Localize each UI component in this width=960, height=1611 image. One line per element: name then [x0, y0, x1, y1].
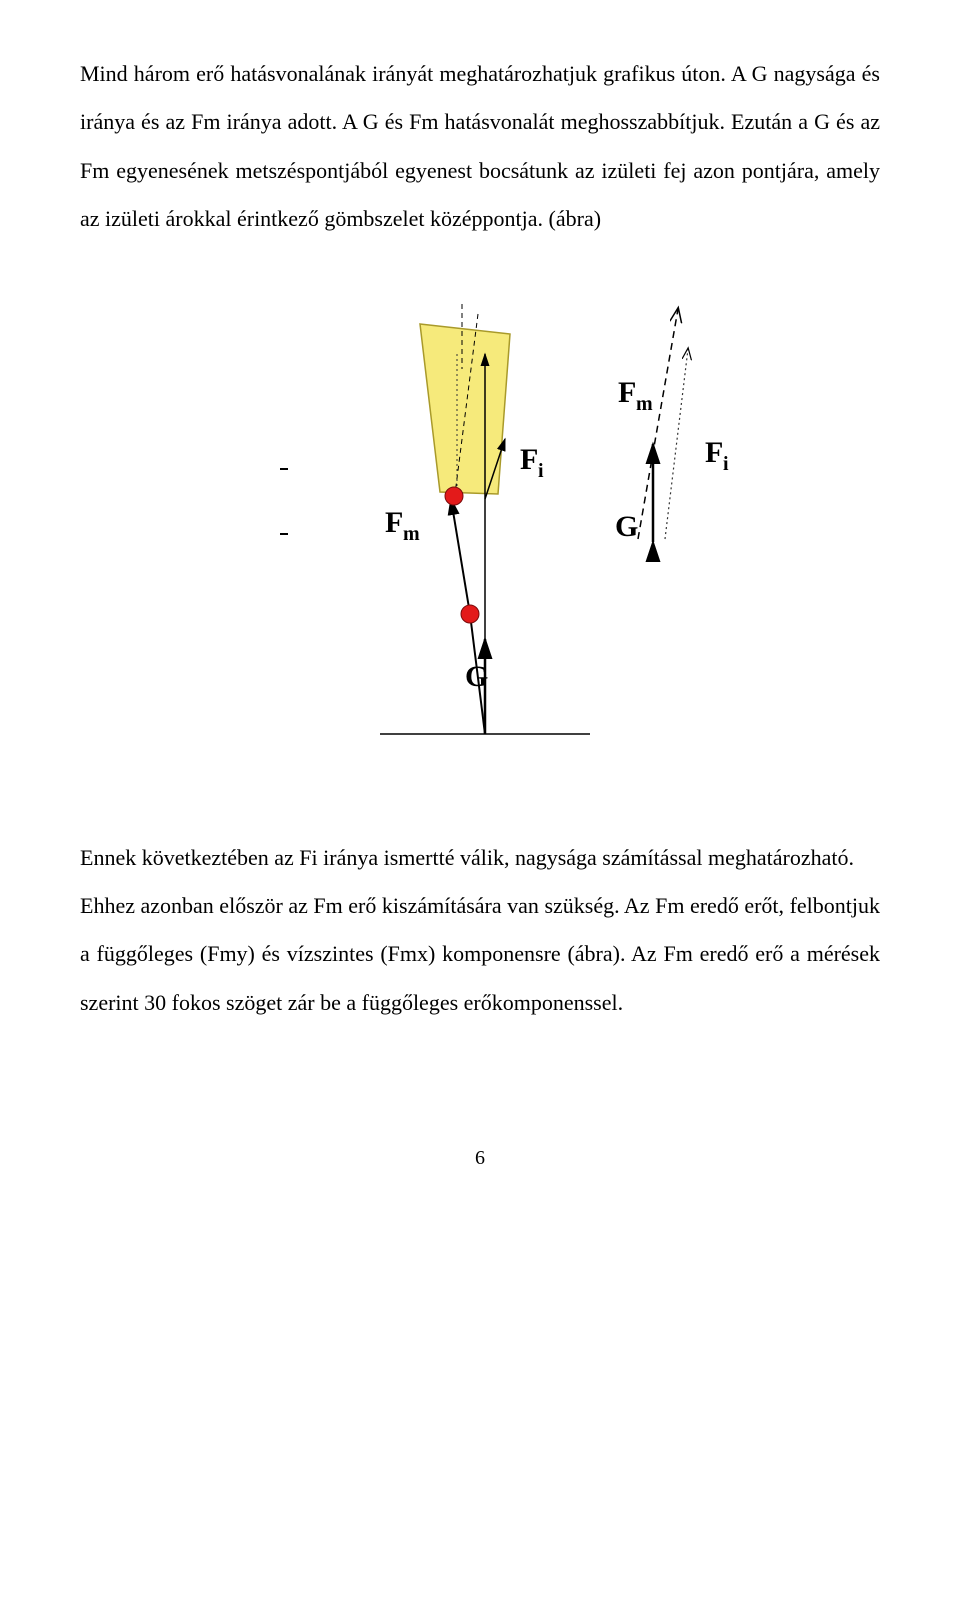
fi-right-dotted — [665, 349, 688, 539]
label-g-right: G — [615, 510, 638, 543]
label-fm-right-sub: m — [636, 393, 653, 415]
diagram-svg: F m F i G F m F i G — [160, 294, 800, 774]
label-fm-right: F — [618, 376, 636, 409]
diagram-container: F m F i G F m F i G — [80, 244, 880, 834]
label-g-bottom: G — [465, 660, 488, 693]
label-fi-center: F — [520, 443, 538, 476]
page-number: 6 — [80, 1147, 880, 1170]
lower-joint-dot — [461, 605, 479, 623]
label-fi-right: F — [705, 436, 723, 469]
force-diagram: F m F i G F m F i G — [160, 294, 800, 774]
paragraph-1: Mind három erő hatásvonalának irányát me… — [80, 50, 880, 244]
label-fi-right-sub: i — [723, 453, 729, 475]
fm-left-arrow — [451, 499, 470, 614]
label-fm-left: F — [385, 506, 403, 539]
fm-right-dashed — [638, 309, 678, 539]
label-fi-center-sub: i — [538, 460, 544, 482]
label-fm-left-sub: m — [403, 523, 420, 545]
paragraph-3: Ehhez azonban először az Fm erő kiszámít… — [80, 882, 880, 1027]
upper-joint-dot — [445, 487, 463, 505]
paragraph-2: Ennek következtében az Fi iránya ismertt… — [80, 834, 880, 882]
bone-shape — [420, 324, 510, 494]
